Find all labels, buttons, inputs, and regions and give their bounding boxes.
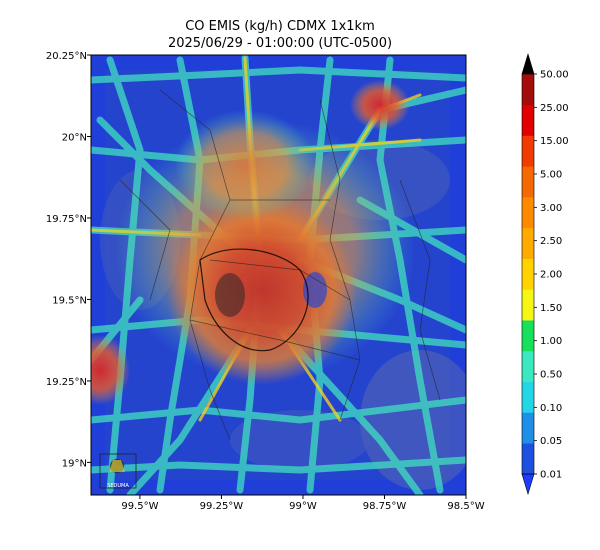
map-subtitle-timestamp: 2025/06/29 - 01:00:00 (UTC-0500)	[167, 36, 393, 51]
colorbar-segment	[522, 135, 534, 167]
logo-label: SEDUMA	[107, 483, 129, 489]
hotspot-west	[91, 335, 130, 405]
colorbar-under-arrow	[521, 473, 535, 496]
colorbar-segment	[522, 166, 534, 198]
x-tick-label: 98.75°W	[363, 501, 407, 512]
colorbar-tick-label: 0.50	[540, 370, 562, 381]
colorbar-segment	[522, 289, 534, 321]
colorbar: 0.01 0.05 0.10 0.50 1.00 1.50 2.00 2.50 3.00 5.00…	[521, 52, 569, 496]
x-tick-label: 99°W	[289, 501, 317, 512]
map-axes: 99.5°W 99.25°W 99°W 98.75°W 98.5°W 20.25°N 20°…	[46, 51, 485, 512]
emission-map-layer	[91, 55, 466, 495]
x-tick-label: 99.5°W	[121, 501, 158, 512]
cdmx-boundary	[199, 248, 309, 352]
colorbar-segment	[522, 381, 534, 413]
colorbar-over-arrow	[521, 52, 535, 75]
colorbar-tick-label: 3.00	[540, 203, 562, 214]
y-tick-label: 20°N	[62, 132, 87, 143]
x-tick-label: 99.25°W	[200, 501, 244, 512]
hotspot-northeast	[350, 80, 410, 130]
colorbar-tick-label: 0.05	[540, 436, 562, 447]
y-tick-label: 20.25°N	[46, 51, 87, 62]
colorbar-segment	[522, 258, 534, 290]
y-tick-label: 19.5°N	[52, 295, 87, 306]
colorbar-segment	[522, 197, 534, 229]
colorbar-segment	[522, 104, 534, 136]
y-tick-label: 19°N	[62, 458, 87, 469]
x-tick-label: 98.5°W	[447, 501, 484, 512]
map-frame	[90, 54, 467, 496]
y-tick-label: 19.25°N	[46, 377, 87, 388]
colorbar-segment	[522, 412, 534, 444]
colorbar-segment	[522, 443, 534, 475]
colorbar-segment	[522, 350, 534, 382]
colorbar-segment	[522, 227, 534, 259]
colorbar-segment	[522, 320, 534, 352]
colorbar-tick-label: 1.50	[540, 303, 562, 314]
colorbar-tick-label: 2.50	[540, 236, 562, 247]
urban-core	[167, 195, 357, 385]
y-tick-label: 19.75°N	[46, 214, 87, 225]
municipal-boundaries	[119, 89, 441, 441]
colorbar-tick-label: 25.00	[540, 103, 569, 114]
colorbar-segment	[522, 74, 534, 106]
colorbar-tick-label: 50.00	[540, 70, 569, 81]
colorbar-tick-label: 0.10	[540, 403, 562, 414]
map-title: CO EMIS (kg/h) CDMX 1x1km	[185, 19, 375, 34]
colorbar-tick-label: 1.00	[540, 336, 562, 347]
colorbar-tick-label: 15.00	[540, 136, 569, 147]
seduma-logo	[99, 453, 137, 489]
colorbar-tick-label: 0.01	[540, 470, 562, 481]
colorbar-tick-label: 5.00	[540, 170, 562, 181]
colorbar-tick-label: 2.00	[540, 270, 562, 281]
